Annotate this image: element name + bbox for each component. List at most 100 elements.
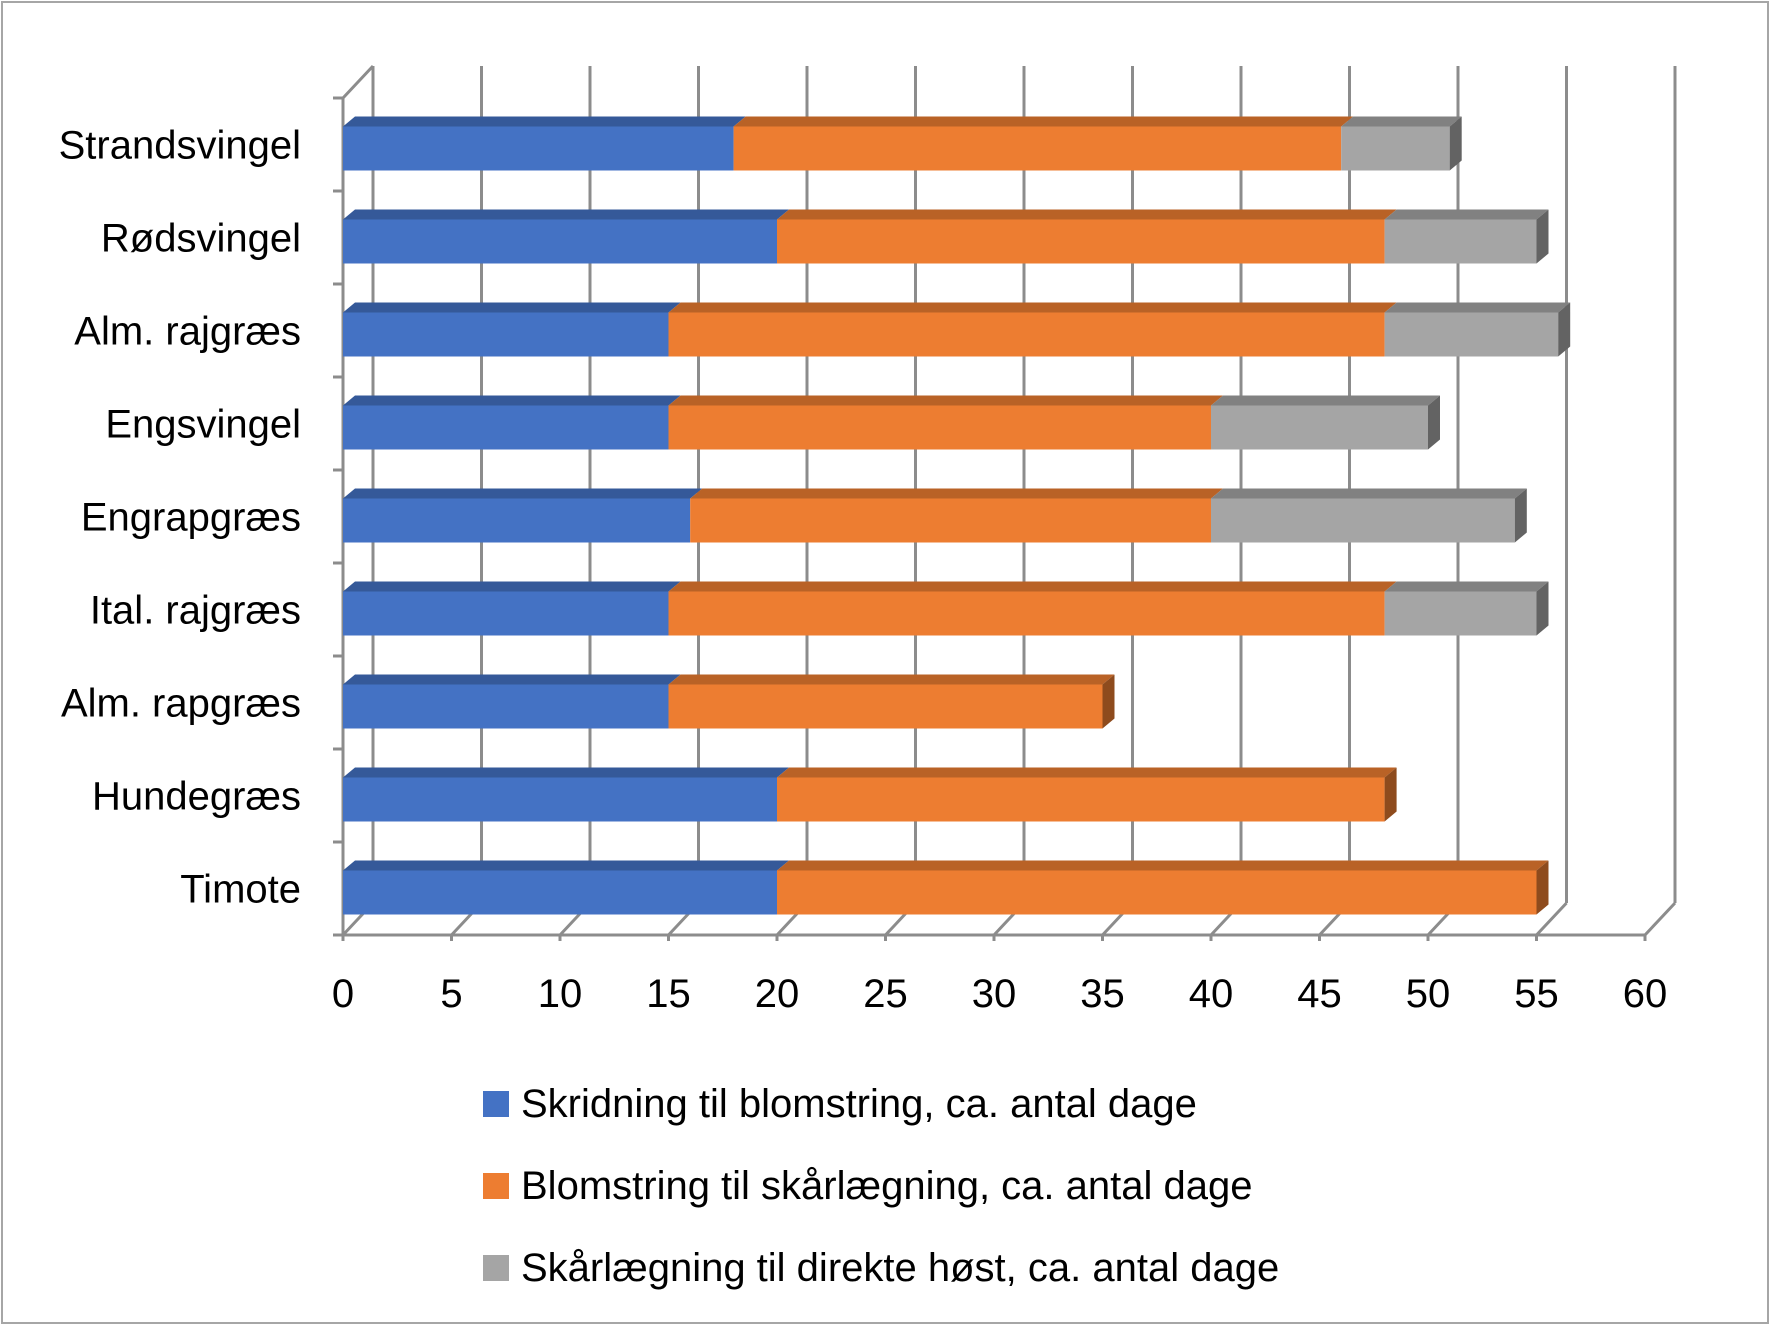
bar-segment-series-2 [690, 498, 1211, 543]
bar-segment-series-2 [777, 777, 1385, 822]
x-tick-label: 60 [1623, 972, 1668, 1016]
x-tick-label: 30 [972, 972, 1017, 1016]
category-label: Ital. rajgræs [90, 589, 301, 633]
category-label: Engrapgræs [81, 496, 301, 540]
legend-label-series-3: Skårlægning til direkte høst, ca. antal … [521, 1245, 1280, 1290]
legend-swatch-series-1 [483, 1091, 509, 1117]
bar-side-face [1536, 860, 1549, 915]
category-label: Alm. rajgræs [74, 310, 301, 354]
x-tick-label: 50 [1406, 972, 1451, 1016]
bar-top-face [1384, 209, 1549, 220]
bar-segment-series-2 [668, 405, 1211, 450]
bar-segment-series-2 [777, 870, 1537, 915]
bar-top-face [343, 767, 789, 778]
bar-group [343, 674, 1115, 729]
x-tick-label: 5 [440, 972, 462, 1016]
bar-chart: Strandsvingel Rødsvingel Alm. rajgræs Engsv… [59, 64, 1677, 1016]
bar-segment-series-3 [1384, 312, 1559, 357]
bar-top-face [343, 116, 746, 127]
bar-group [343, 860, 1549, 915]
bar-group [343, 767, 1397, 822]
legend-item: Skridning til blomstring, ca. antal dage [483, 1063, 1279, 1145]
x-tick-label: 25 [863, 972, 908, 1016]
bar-segment-series-2 [777, 219, 1385, 264]
floor-gridline [1535, 901, 1568, 937]
x-tick-label: 40 [1189, 972, 1234, 1016]
bar-segment-series-1 [343, 126, 734, 171]
category-label: Timote [180, 868, 301, 912]
bar-top-face [1211, 395, 1440, 406]
bar-segment-series-3 [1384, 591, 1537, 636]
category-label: Hundegræs [92, 775, 301, 819]
bar-group [343, 488, 1527, 543]
legend-label-series-1: Skridning til blomstring, ca. antal dage [521, 1081, 1197, 1126]
bar-top-face [733, 116, 1354, 127]
bar-top-face [777, 860, 1549, 871]
legend-label-series-2: Blomstring til skårlægning, ca. antal da… [521, 1163, 1253, 1208]
bar-group [343, 395, 1440, 450]
bar-side-face [1449, 116, 1462, 171]
bar-top-face [777, 767, 1397, 778]
x-tick-label: 0 [332, 972, 354, 1016]
bar-top-face [668, 674, 1115, 685]
bar-side-face [1384, 767, 1397, 822]
bar-group [343, 302, 1571, 357]
floor-gridline [1643, 901, 1677, 937]
legend: Skridning til blomstring, ca. antal dage… [483, 1063, 1279, 1309]
x-tick-label: 35 [1080, 972, 1125, 1016]
bar-segment-series-1 [343, 312, 669, 357]
bar-top-face [1384, 581, 1549, 592]
category-label: Alm. rapgræs [61, 682, 301, 726]
bar-top-face [1211, 488, 1527, 499]
bar-segment-series-1 [343, 591, 669, 636]
x-tick-label: 55 [1514, 972, 1559, 1016]
bar-top-face [777, 209, 1397, 220]
gridlines [333, 66, 1677, 941]
bar-segment-series-3 [1341, 126, 1450, 171]
x-tick-label: 15 [646, 972, 691, 1016]
bar-side-face [1102, 674, 1115, 729]
bar-segment-series-1 [343, 870, 777, 915]
bar-segment-series-1 [343, 219, 777, 264]
bar-top-face [343, 395, 681, 406]
bar-segment-series-2 [733, 126, 1342, 171]
bar-side-face [1428, 395, 1440, 450]
x-tick-label: 45 [1297, 972, 1342, 1016]
bar-segment-series-3 [1211, 405, 1428, 450]
bars [343, 116, 1571, 915]
category-labels: Strandsvingel Rødsvingel Alm. rajgræs Engsv… [59, 124, 301, 912]
bar-segment-series-2 [668, 684, 1103, 729]
axis-wall-top [341, 64, 375, 100]
bar-top-face [668, 581, 1397, 592]
category-label: Rødsvingel [101, 217, 301, 261]
bar-top-face [690, 488, 1223, 499]
bar-top-face [343, 581, 681, 592]
bar-segment-series-3 [1384, 219, 1537, 264]
bar-top-face [1384, 302, 1571, 313]
bar-segment-series-3 [1211, 498, 1515, 543]
bar-top-face [343, 488, 703, 499]
bar-group [343, 209, 1549, 264]
x-tick-label: 10 [538, 972, 583, 1016]
legend-swatch-series-2 [483, 1173, 509, 1199]
bar-top-face [668, 395, 1223, 406]
category-label: Engsvingel [105, 403, 301, 447]
bar-top-face [343, 209, 789, 220]
bar-segment-series-2 [668, 591, 1385, 636]
bar-side-face [1514, 488, 1527, 543]
bar-segment-series-1 [343, 684, 669, 729]
legend-item: Blomstring til skårlægning, ca. antal da… [483, 1145, 1279, 1227]
x-tick-labels: 0 5 10 15 20 25 30 35 40 45 50 55 60 [332, 972, 1667, 1016]
bar-segment-series-1 [343, 777, 777, 822]
bar-top-face [668, 302, 1397, 313]
bar-segment-series-1 [343, 405, 669, 450]
legend-swatch-series-3 [483, 1255, 509, 1281]
category-label: Strandsvingel [59, 124, 301, 168]
bar-segment-series-1 [343, 498, 691, 543]
bar-top-face [343, 860, 789, 871]
bar-group [343, 116, 1462, 171]
bar-side-face [1536, 209, 1549, 264]
bar-group [343, 581, 1549, 636]
bar-segment-series-2 [668, 312, 1385, 357]
